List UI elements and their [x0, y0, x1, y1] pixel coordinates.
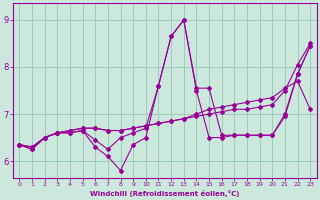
X-axis label: Windchill (Refroidissement éolien,°C): Windchill (Refroidissement éolien,°C): [90, 190, 239, 197]
